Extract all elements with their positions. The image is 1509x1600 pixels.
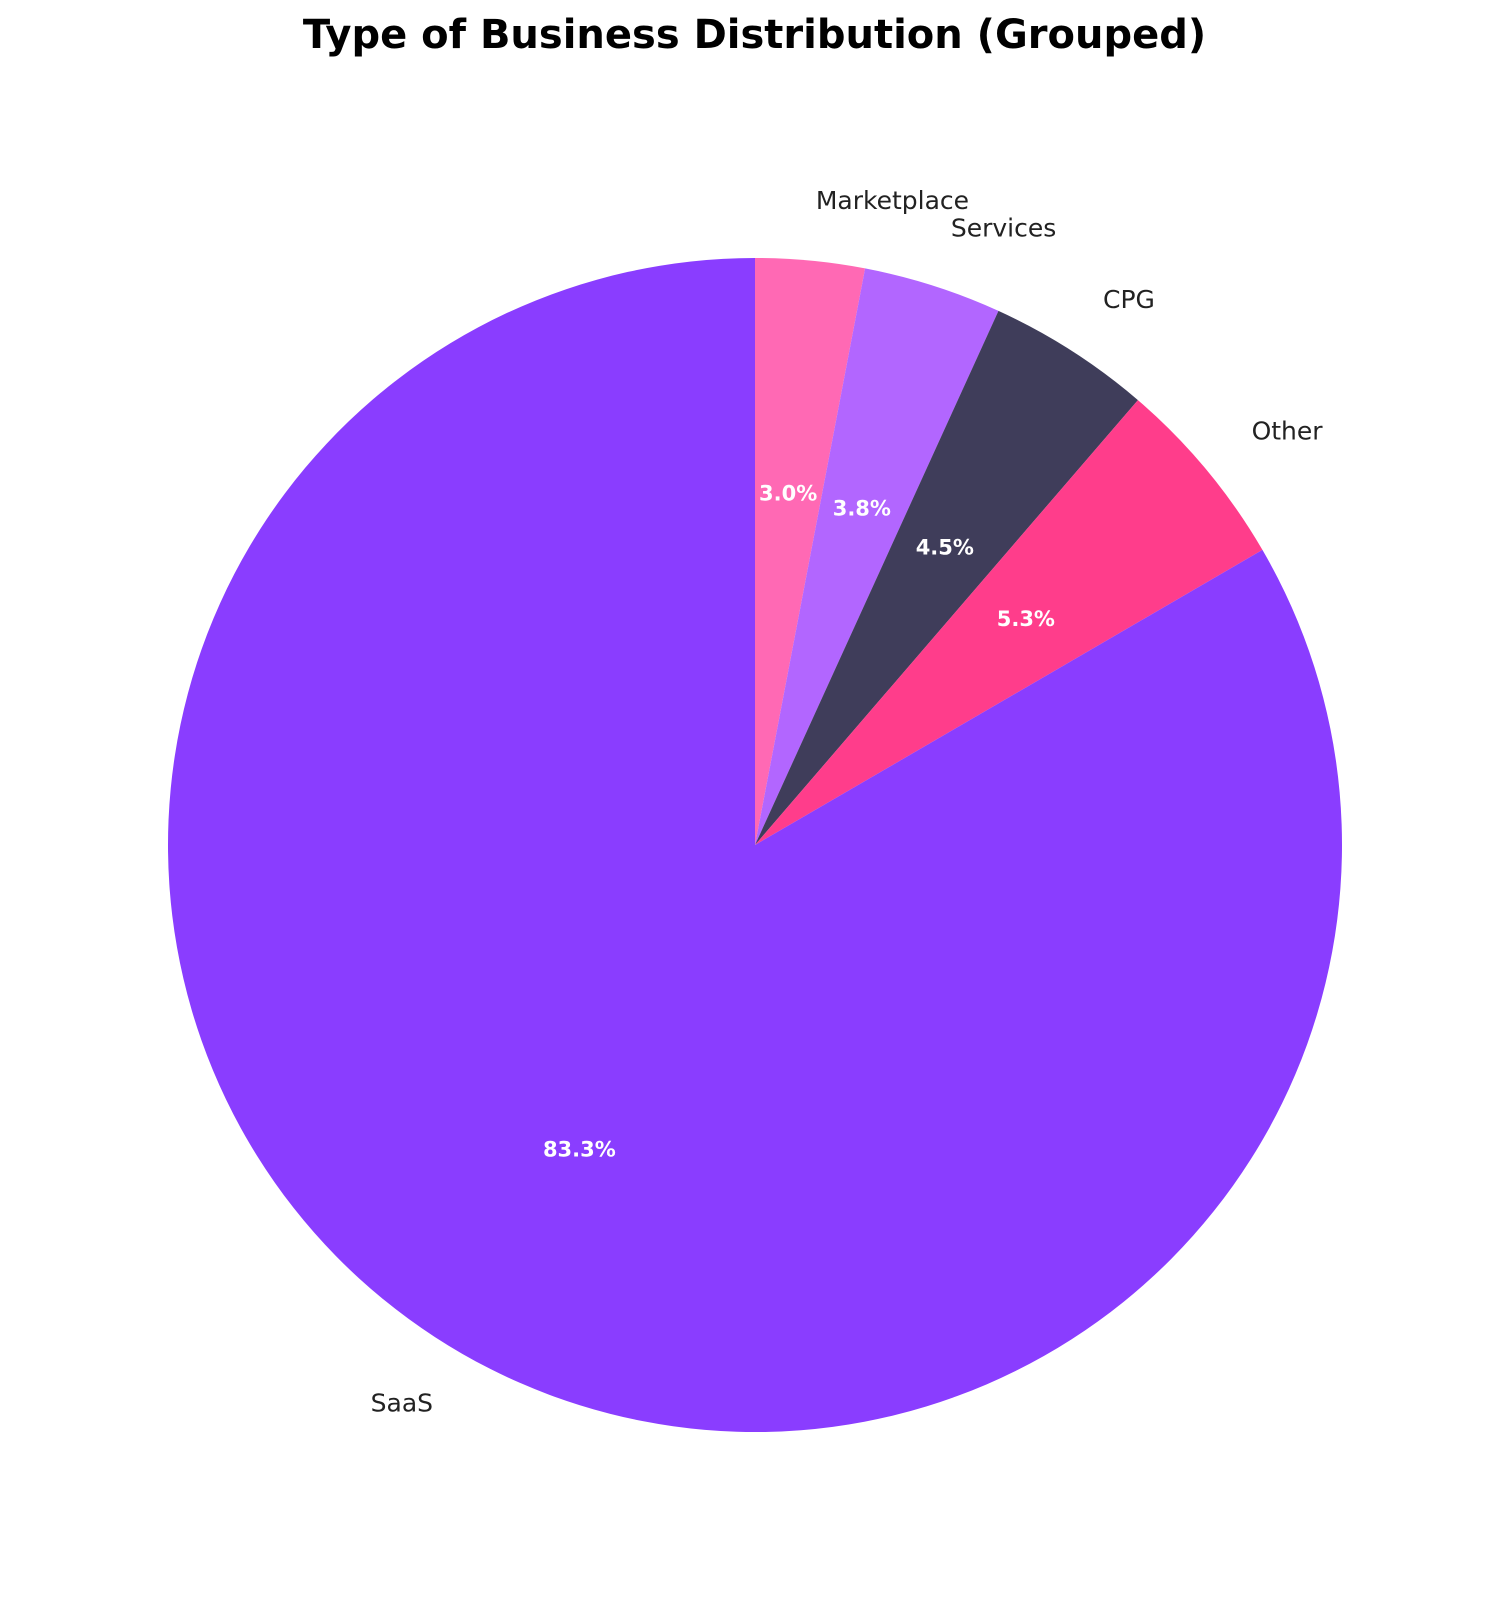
pct-label-services: 3.8% [833,496,891,520]
pie-slice-marketplace [755,258,866,845]
slice-label-other: Other [1252,416,1324,445]
pie-labels: Marketplace 3.0% Services 3.8% CPG 4.5% Other 5… [371,186,1324,1418]
pie-slice-saas [167,258,1342,1432]
pie-slice-other [755,400,1263,845]
pie-slices [167,258,1342,1432]
chart-title: Type of Business Distribution (Grouped) [302,12,1207,58]
slice-label-saas: SaaS [371,1389,433,1418]
pie-slice-services [755,268,999,845]
slice-label-marketplace: Marketplace [816,186,969,215]
pct-label-other: 5.3% [997,607,1055,631]
pct-label-marketplace: 3.0% [759,481,817,505]
pct-label-cpg: 4.5% [916,535,974,559]
slice-label-services: Services [951,214,1056,243]
pct-label-saas: 83.3% [543,1137,616,1161]
pie-slice-cpg [755,310,1138,845]
slice-label-cpg: CPG [1103,285,1155,314]
